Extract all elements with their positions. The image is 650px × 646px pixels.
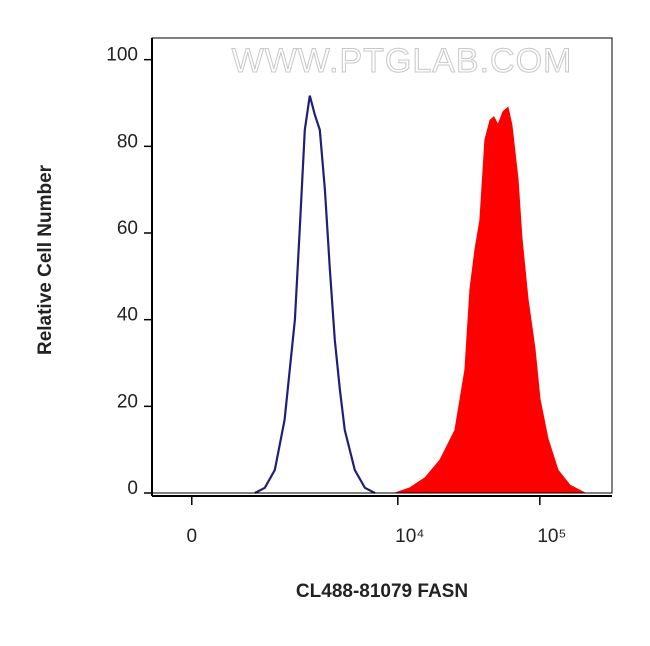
y-tick-label: 0 <box>127 478 138 499</box>
y-tick-label: 20 <box>117 391 138 412</box>
x-tick-label: 0 <box>186 526 197 547</box>
x-tick-label: 10⁴ <box>395 526 424 547</box>
x-axis-title: CL488-81079 FASN <box>296 581 468 602</box>
histogram-area <box>394 106 586 494</box>
x-tick-label: 10⁵ <box>537 526 566 547</box>
y-axis-title: Relative Cell Number <box>35 164 56 355</box>
y-tick-label: 80 <box>117 131 138 152</box>
y-tick-label: 100 <box>106 45 138 66</box>
watermark: WWW.PTGLAB.COM <box>232 42 573 80</box>
y-tick-label: 40 <box>117 305 138 326</box>
histogram-line <box>254 95 376 494</box>
y-tick-label: 60 <box>117 218 138 239</box>
